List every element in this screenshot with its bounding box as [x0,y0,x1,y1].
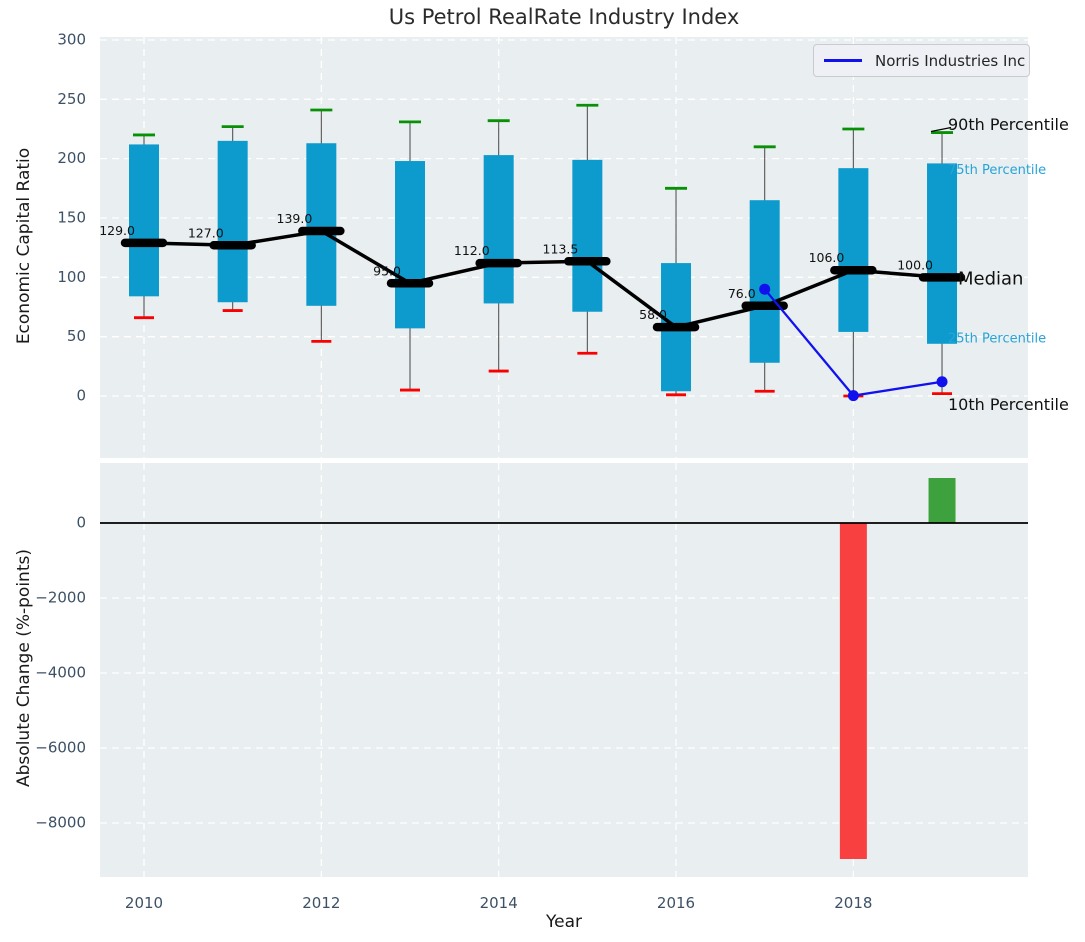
median-value-label-2013: 95.0 [373,263,401,278]
median-value-label-2014: 112.0 [454,243,490,258]
top-ytick-200: 200 [57,149,86,167]
bottom-y-axis-label: Absolute Change (%-points) [14,549,34,787]
box-2019 [927,163,958,344]
median-value-label-2011: 127.0 [188,225,224,240]
xtick-2016: 2016 [657,894,695,912]
legend-label: Norris Industries Inc [875,51,1026,70]
norris-point-2018 [847,390,859,402]
change-bar-2018 [839,523,867,859]
legend-line-swatch [824,59,862,62]
annotation-75th-percentile: 75th Percentile [948,163,1046,178]
norris-point-2019 [936,376,948,388]
xtick-2010: 2010 [125,894,163,912]
top-y-axis-label: Economic Capital Ratio [14,147,34,345]
box-2011 [217,140,248,303]
bottom-axes-background [100,463,1028,877]
change-bar-2019 [928,478,956,523]
box-2012 [306,143,337,306]
x-axis-label: Year [546,912,582,932]
top-ytick-250: 250 [57,90,86,108]
top-ytick-50: 50 [67,327,86,345]
annotation-90th-percentile: 90th Percentile [948,115,1069,134]
top-ytick-100: 100 [57,268,86,286]
legend: Norris Industries Inc [813,44,1030,77]
bottom-ytick-0: 0 [76,514,86,532]
bottom-ytick--6000: −6000 [35,739,86,757]
bottom-ytick--4000: −4000 [35,664,86,682]
90th-leader-line [930,126,952,133]
bottom-ytick--2000: −2000 [35,589,86,607]
bottom-ytick--8000: −8000 [35,814,86,832]
box-2013 [395,161,426,329]
annotation-25th-percentile: 25th Percentile [948,332,1046,347]
top-ytick-300: 300 [57,30,86,48]
median-value-label-2017: 76.0 [728,286,756,301]
box-2010 [129,144,159,297]
median-value-label-2016: 58.0 [639,307,667,322]
median-line [143,229,943,329]
box-2014 [483,155,514,304]
norris-point-2017 [759,283,771,295]
box-2015 [572,159,603,312]
median-value-label-2018: 106.0 [809,250,845,265]
chart-title: Us Petrol RealRate Industry Index [388,5,740,29]
xtick-2012: 2012 [302,894,340,912]
median-value-label-2019: 100.0 [897,257,933,272]
median-value-label-2015: 113.5 [543,241,579,256]
top-ytick-150: 150 [57,208,86,226]
median-value-label-2010: 129.0 [99,223,135,238]
annotation-median: Median [958,269,1023,290]
xtick-2018: 2018 [834,894,872,912]
median-value-label-2012: 139.0 [277,211,313,226]
top-ytick-0: 0 [76,387,86,405]
box-2017 [749,200,780,363]
annotation-10th-percentile: 10th Percentile [948,395,1069,414]
xtick-2014: 2014 [480,894,518,912]
box-2018 [838,168,869,332]
